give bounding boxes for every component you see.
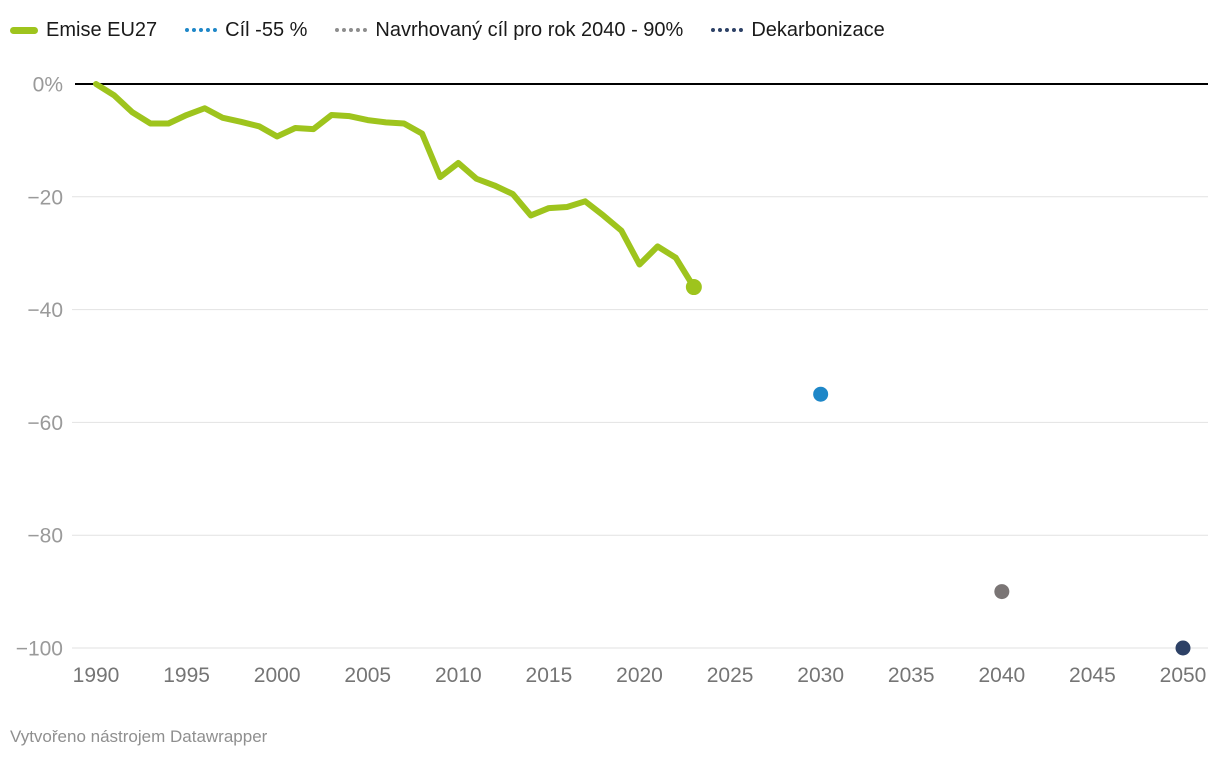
emissions-line [93,81,697,291]
y-tick-label: 0% [33,74,63,97]
x-tick-label: 2010 [435,664,482,687]
x-tick-label: 2000 [254,664,301,687]
y-tick-label: −60 [27,412,63,435]
dotted-swatch-icon [711,28,744,32]
legend-label: Navrhovaný cíl pro rok 2040 - 90% [375,19,684,41]
x-tick-label: 2035 [888,664,935,687]
legend-item-emise-eu27: Emise EU27 [10,16,157,44]
legend-label: Emise EU27 [46,19,158,41]
y-tick-label: −20 [27,186,63,209]
line-swatch-icon [10,26,38,34]
target-dot-2040 [994,584,1010,600]
x-tick-label: 2050 [1160,664,1207,687]
y-tick-label: −40 [27,299,63,322]
legend-item-cil-2040: Navrhovaný cíl pro rok 2040 - 90% [335,16,683,44]
x-tick-label: 2005 [344,664,391,687]
chart-legend: Emise EU27 Cíl -55 % Navrhovaný cíl pro … [10,16,885,44]
target-dot-2030 [813,386,829,402]
x-tick-label: 2030 [797,664,844,687]
y-tick-label: −100 [16,638,63,661]
x-tick-label: 2020 [616,664,663,687]
x-tick-label: 2045 [1069,664,1116,687]
x-tick-label: 1990 [73,664,120,687]
dotted-swatch-icon [185,28,218,32]
x-tick-label: 2025 [707,664,754,687]
legend-item-dekarbonizace: Dekarbonizace [711,16,885,44]
legend-label: Dekarbonizace [751,19,885,41]
x-tick-label: 1995 [163,664,210,687]
legend-label: Cíl -55 % [225,19,308,41]
y-tick-label: −80 [27,525,63,548]
x-tick-label: 2040 [978,664,1025,687]
target-dot-2050 [1175,640,1191,656]
legend-item-cil-55: Cíl -55 % [185,16,307,44]
emissions-end-dot [685,279,702,296]
datawrapper-credit: Vytvořeno nástrojem Datawrapper [10,727,268,746]
x-tick-label: 2015 [526,664,573,687]
dotted-swatch-icon [335,28,368,32]
